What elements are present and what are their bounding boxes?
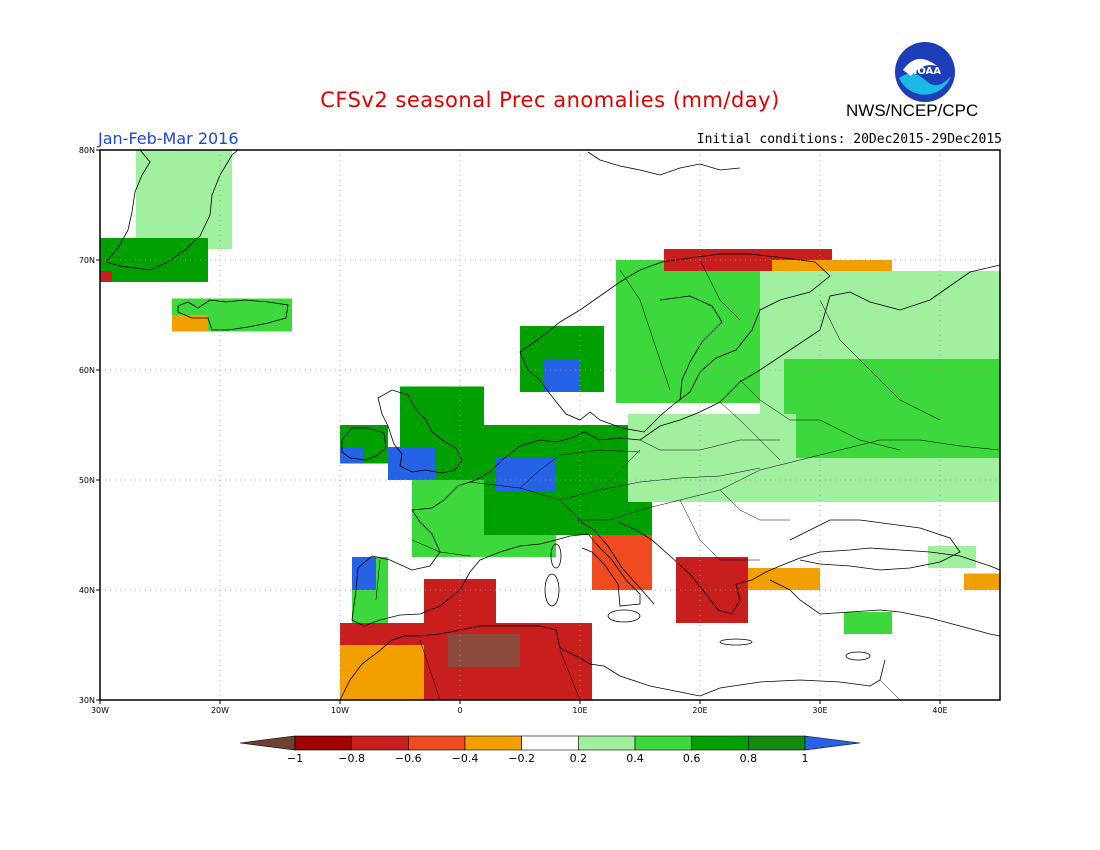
bothnia-coast (659, 295, 723, 401)
anomaly-region-0 (136, 150, 232, 249)
anomaly-region-11 (784, 359, 1000, 458)
colorbar: −1 −0.8 −0.6 −0.4 −0.2 0.2 0.4 0.6 0.8 1 (239, 735, 861, 765)
turkey-coast (769, 579, 1001, 637)
anomaly-region-1 (100, 238, 208, 282)
colorbar-label: −0.4 (452, 752, 479, 765)
anomaly-region-7 (616, 260, 784, 403)
corsica-coast (550, 543, 562, 569)
colorbar-box (294, 735, 352, 751)
colorbar-label: 0.6 (683, 752, 701, 765)
lon-tick-label: 10W (331, 706, 349, 715)
noaa-logo: NOAA (895, 42, 955, 102)
colorbar-label: 0.2 (570, 752, 588, 765)
colorbar-box (748, 735, 806, 751)
cyprus-coast (845, 651, 871, 661)
anomaly-region-25 (448, 634, 520, 667)
graticule (100, 150, 1000, 700)
anomaly-region-24 (340, 645, 424, 700)
anomaly-region-29 (844, 612, 892, 634)
map-title: CFSv2 seasonal Prec anomalies (mm/day) (320, 88, 780, 112)
blacksea-coast (789, 519, 961, 571)
colorbar-box (351, 735, 409, 751)
colorbar-box (408, 735, 466, 751)
lat-tick-label: 30N (79, 696, 95, 705)
lon-tick-label: 10E (572, 706, 587, 715)
colorbar-label: 0.4 (626, 752, 644, 765)
scandinavia-coast (519, 253, 831, 433)
sardinia-coast (544, 573, 560, 607)
initial-conditions-label: Initial conditions: 20Dec2015-29Dec2015 (696, 132, 1002, 147)
greenland-coast (105, 149, 239, 271)
anomaly-region-31 (964, 573, 1000, 590)
colorbar-box (464, 735, 522, 751)
season-label: Jan-Feb-Mar 2016 (98, 129, 239, 148)
colorbar-max-triangle (804, 735, 861, 751)
lat-tick-label: 60N (79, 366, 95, 375)
lat-tick-label: 70N (79, 256, 95, 265)
anomaly-region-26 (592, 535, 652, 590)
continent-coast (351, 264, 1001, 627)
agency-label: NWS/NCEP/CPC (846, 101, 979, 120)
colorbar-label: −0.8 (338, 752, 365, 765)
lat-tick-label: 40N (79, 586, 95, 595)
italy-coast (577, 519, 655, 605)
colorbar-label: −0.6 (395, 752, 422, 765)
lon-tick-label: 20E (692, 706, 707, 715)
colorbar-box (691, 735, 749, 751)
crete-coast (719, 638, 753, 646)
anomaly-region-21 (352, 557, 376, 590)
balkans-coast (617, 521, 1001, 615)
colorbar-label: −0.2 (508, 752, 535, 765)
iceland-coast (177, 299, 289, 331)
colorbar-min-triangle (239, 735, 296, 751)
anomaly-regions (100, 150, 1000, 700)
lat-tick-label: 80N (79, 146, 95, 155)
lon-tick-label: 30E (812, 706, 827, 715)
lon-tick-label: 20W (211, 706, 229, 715)
colorbar-box (521, 735, 579, 751)
britain-coast (377, 389, 463, 474)
colorbar-label: 1 (802, 752, 809, 765)
coastlines (105, 149, 1001, 701)
africa-coast (339, 625, 886, 701)
svalbard-coast (587, 151, 741, 176)
anomaly-region-6 (544, 359, 580, 392)
colorbar-label: 0.8 (740, 752, 758, 765)
map-frame (99, 149, 1001, 701)
ireland-coast (341, 427, 387, 461)
anomaly-region-15 (388, 447, 436, 480)
anomaly-region-13 (340, 447, 364, 464)
sicily-coast (607, 609, 641, 623)
anomaly-region-28 (748, 568, 820, 590)
anomaly-region-2 (100, 271, 112, 282)
noaa-logo-text: NOAA (909, 66, 941, 77)
anomaly-region-30 (928, 546, 976, 568)
lon-tick-label: 30W (91, 706, 109, 715)
colorbar-box (578, 735, 636, 751)
anomaly-region-4 (172, 315, 208, 332)
lon-tick-label: 0 (457, 706, 462, 715)
anomaly-region-18 (496, 458, 556, 491)
anomaly-region-19 (628, 414, 796, 502)
lon-tick-label: 40E (932, 706, 947, 715)
colorbar-box (634, 735, 692, 751)
colorbar-label: −1 (287, 752, 303, 765)
lat-tick-label: 50N (79, 476, 95, 485)
